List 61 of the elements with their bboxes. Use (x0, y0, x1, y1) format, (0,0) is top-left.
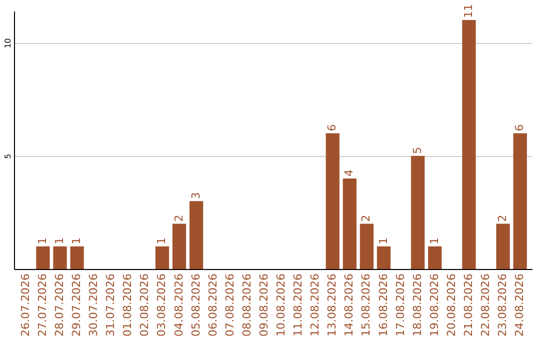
bar (172, 224, 186, 269)
x-tick-label: 11.08.2026 (292, 274, 305, 336)
x-tick-label: 16.08.2026 (376, 274, 390, 336)
data-label: 1 (376, 237, 390, 244)
bar (376, 246, 391, 269)
x-tick-label: 03.08.2026 (155, 274, 168, 336)
x-tick-label: 22.08.2026 (478, 274, 492, 336)
x-tick-label: 24.08.2026 (513, 274, 526, 336)
data-label: 5 (410, 146, 424, 154)
bar (155, 246, 170, 269)
bar (326, 133, 340, 269)
bar (36, 246, 50, 269)
bar (70, 246, 84, 269)
x-tick-label: 15.08.2026 (360, 274, 373, 336)
data-label: 6 (326, 124, 339, 132)
x-tick-label: 20.08.2026 (444, 274, 458, 336)
x-tick-label: 30.07.2026 (87, 274, 100, 336)
y-tick-label: 10 (4, 38, 12, 48)
bar (411, 156, 425, 269)
x-tick-label: 29.07.2026 (70, 274, 84, 336)
data-label: 1 (36, 237, 49, 244)
x-tick-label: 07.08.2026 (223, 274, 236, 336)
bar (428, 246, 442, 269)
data-label: 1 (70, 237, 84, 244)
data-label: 4 (342, 169, 356, 176)
x-tick-label: 10.08.2026 (274, 274, 288, 336)
data-label: 6 (513, 124, 526, 132)
data-label: 11 (462, 4, 475, 18)
bar (513, 133, 527, 269)
x-tick-label: 14.08.2026 (342, 274, 356, 336)
x-tick-label: 28.07.2026 (53, 274, 66, 336)
x-tick-label: 12.08.2026 (308, 274, 322, 336)
x-tick-label: 31.07.2026 (104, 274, 118, 336)
data-label: 2 (496, 214, 510, 222)
bar (462, 20, 476, 269)
x-tick-label: 09.08.2026 (257, 274, 270, 336)
x-tick-label: 18.08.2026 (410, 274, 424, 336)
x-tick-label: 13.08.2026 (326, 274, 339, 336)
x-tick-label: 27.07.2026 (36, 274, 49, 336)
data-label: 3 (189, 192, 202, 200)
x-tick-label: 19.08.2026 (428, 274, 441, 336)
x-tick-label: 08.08.2026 (240, 274, 254, 336)
data-label: 1 (428, 237, 441, 244)
bar (360, 224, 374, 269)
data-label: 1 (155, 237, 168, 244)
x-tick-label: 04.08.2026 (172, 274, 186, 336)
data-label: 2 (360, 214, 373, 222)
x-tick-label: 26.07.2026 (18, 274, 32, 336)
x-tick-label: 02.08.2026 (138, 274, 152, 336)
x-tick-label: 06.08.2026 (206, 274, 220, 336)
bar (496, 224, 510, 269)
x-tick-label: 21.08.2026 (462, 274, 475, 336)
x-tick-label: 23.08.2026 (496, 274, 510, 336)
x-tick-label: 01.08.2026 (121, 274, 134, 336)
data-label: 1 (53, 237, 66, 244)
data-label: 2 (172, 214, 186, 222)
x-tick-label: 05.08.2026 (189, 274, 202, 336)
x-tick-label: 17.08.2026 (394, 274, 407, 336)
bar (190, 201, 204, 269)
bar (342, 178, 356, 269)
bar (53, 246, 67, 269)
